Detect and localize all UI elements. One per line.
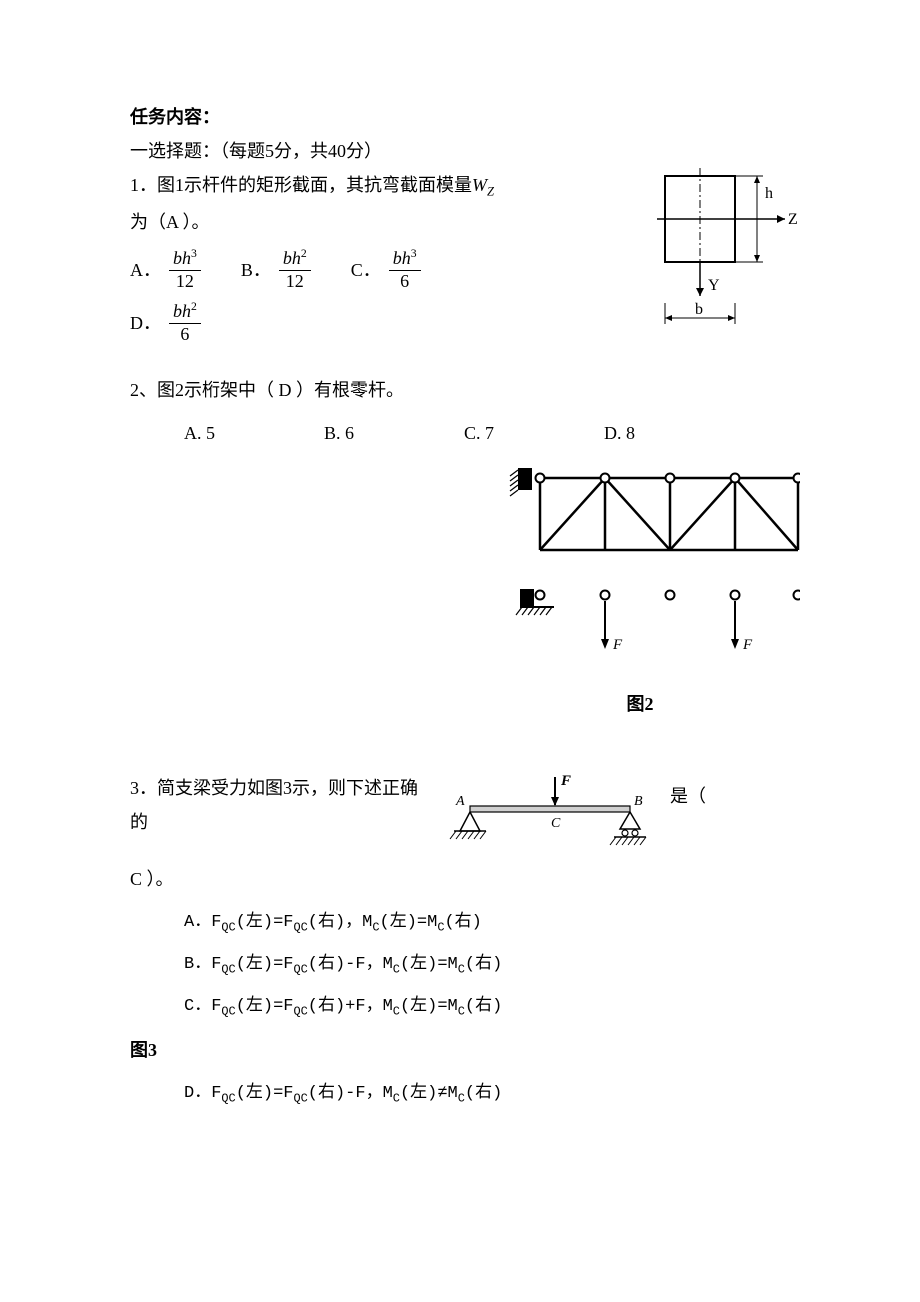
frac-num: bh xyxy=(283,248,301,268)
q2-opt-d: D. 8 xyxy=(604,416,704,450)
sub: QC xyxy=(221,1005,235,1019)
opt-label: D． xyxy=(130,306,161,340)
frac-exp: 2 xyxy=(301,247,307,260)
svg-text:b: b xyxy=(695,301,703,318)
svg-text:B: B xyxy=(634,794,643,809)
sub: QC xyxy=(294,1005,308,1019)
question-2: 2、图2示桁架中（ D ）有根零杆。 A. 5 B. 6 C. 7 D. 8 F… xyxy=(130,373,800,721)
figure-2-caption: 图2 xyxy=(480,687,800,721)
frac-den: 12 xyxy=(169,271,201,293)
opt-seg: (右) xyxy=(444,913,481,932)
opt-seg: B．F xyxy=(184,955,221,974)
q3-answer: C ）。 xyxy=(130,862,800,896)
sub: C xyxy=(372,920,379,934)
q1-opt-d: D． bh2 6 xyxy=(130,300,201,345)
q2-opt-b: B. 6 xyxy=(324,416,424,450)
frac-exp: 2 xyxy=(191,300,197,313)
opt-seg: (左)=F xyxy=(236,913,294,932)
opt-seg: (左)=F xyxy=(236,1084,294,1103)
sub: QC xyxy=(221,920,235,934)
fraction: bh2 6 xyxy=(169,300,201,345)
figure-1: Z Yh b xyxy=(630,168,800,349)
q3-stem-b: 是（ xyxy=(670,786,706,806)
svg-text:A: A xyxy=(455,794,465,809)
sub: C xyxy=(458,1091,465,1105)
q1-var-sub: Z xyxy=(487,185,494,199)
fraction: bh2 12 xyxy=(279,247,311,292)
opt-seg: (右) xyxy=(465,955,502,974)
q1-opt-c: C． bh3 6 xyxy=(351,247,421,292)
sub: QC xyxy=(294,920,308,934)
frac-num: bh xyxy=(173,301,191,321)
svg-text:Y: Y xyxy=(708,277,720,294)
sub: C xyxy=(458,1005,465,1019)
opt-label: C． xyxy=(351,253,381,287)
opt-seg: D．F xyxy=(184,1084,221,1103)
q1-stem-b: 为（A ）。 xyxy=(130,205,610,239)
section-heading: 一选择题：（每题5分，共40分） xyxy=(130,134,800,168)
q1-opt-a: A． bh3 12 xyxy=(130,247,201,292)
frac-den: 12 xyxy=(279,271,311,293)
opt-seg: (左)≠M xyxy=(400,1084,458,1103)
fraction: bh3 6 xyxy=(389,247,421,292)
sub: QC xyxy=(221,962,235,976)
q3-stem-a: 3．简支梁受力如图3示，则下述正确的 xyxy=(130,778,418,832)
opt-seg: (右)-F，M xyxy=(308,955,393,974)
q1-var: W xyxy=(472,175,487,195)
sub: C xyxy=(393,1091,400,1105)
opt-seg: (右)-F，M xyxy=(308,1084,393,1103)
frac-exp: 3 xyxy=(191,247,197,260)
figure-3-caption: 图3 xyxy=(130,1033,800,1067)
sub: C xyxy=(393,1005,400,1019)
sub: C xyxy=(458,962,465,976)
q3-opt-d: D．FQC(左)=FQC(右)-F，MC(左)≠MC(右) xyxy=(184,1078,800,1110)
svg-text:F: F xyxy=(612,637,623,653)
sub: QC xyxy=(294,1091,308,1105)
opt-seg: (右)，M xyxy=(308,913,373,932)
opt-seg: (右)+F，M xyxy=(308,997,393,1016)
opt-seg: (左)=F xyxy=(236,997,294,1016)
q1-opt-b: B． bh2 12 xyxy=(241,247,311,292)
frac-num: bh xyxy=(173,248,191,268)
opt-seg: (左)=M xyxy=(380,913,438,932)
q2-opt-a: A. 5 xyxy=(184,416,284,450)
q1-stem-a: 1．图1示杆件的矩形截面，其抗弯截面模量 xyxy=(130,175,472,195)
q3-opt-a: A．FQC(左)=FQC(右)，MC(左)=MC(右) xyxy=(184,907,800,939)
svg-text:h: h xyxy=(765,185,773,202)
sub: C xyxy=(393,962,400,976)
opt-seg: (右) xyxy=(465,997,502,1016)
opt-seg: (左)=F xyxy=(236,955,294,974)
q2-opt-c: C. 7 xyxy=(464,416,564,450)
frac-num: bh xyxy=(393,248,411,268)
q3-opt-b: B．FQC(左)=FQC(右)-F，MC(左)=MC(右) xyxy=(184,949,800,981)
figure-2: F F 图2 xyxy=(480,460,800,721)
opt-seg: (右) xyxy=(465,1084,502,1103)
svg-text:F: F xyxy=(560,773,571,789)
svg-text:Z: Z xyxy=(788,211,798,228)
fraction: bh3 12 xyxy=(169,247,201,292)
frac-den: 6 xyxy=(389,271,421,293)
frac-den: 6 xyxy=(169,324,201,346)
sub: QC xyxy=(294,962,308,976)
svg-text:F: F xyxy=(742,637,753,653)
opt-seg: (左)=M xyxy=(400,955,458,974)
svg-text:C: C xyxy=(551,816,561,831)
opt-label: B． xyxy=(241,253,271,287)
sub: QC xyxy=(221,1091,235,1105)
opt-seg: (左)=M xyxy=(400,997,458,1016)
opt-seg: A．F xyxy=(184,913,221,932)
q3-opt-c: C．FQC(左)=FQC(右)+F，MC(左)=MC(右) xyxy=(184,991,800,1023)
question-3: 3．简支梁受力如图3示，则下述正确的 ABCF 是（ C ）。 A．FQC(左)… xyxy=(130,771,800,1110)
opt-label: A． xyxy=(130,253,161,287)
task-header: 任务内容： xyxy=(130,100,800,134)
figure-3: A B C F xyxy=(440,771,660,862)
frac-exp: 3 xyxy=(411,247,417,260)
opt-seg: C．F xyxy=(184,997,221,1016)
question-1: 1．图1示杆件的矩形截面，其抗弯截面模量WZ 为（A ）。 A． bh3 12 … xyxy=(130,168,800,353)
q2-stem: 2、图2示桁架中（ D ）有根零杆。 xyxy=(130,373,800,407)
